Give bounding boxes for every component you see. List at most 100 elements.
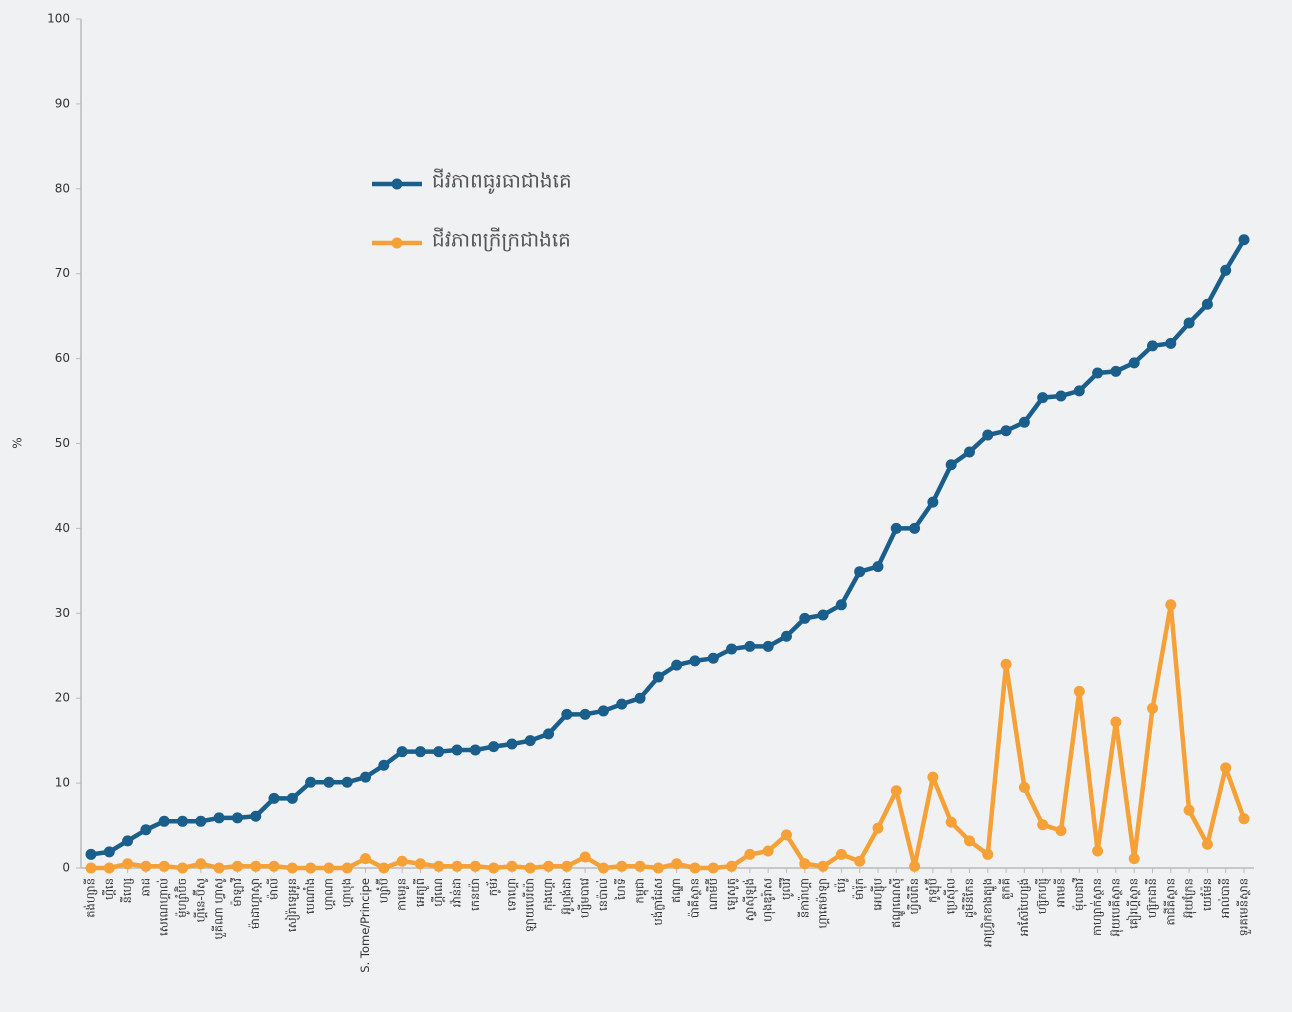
point	[451, 744, 463, 756]
x-tick-label: បួគីណា ហ្វាសូ	[212, 878, 227, 940]
point	[835, 848, 847, 860]
point	[872, 561, 884, 573]
legend-label: ជីវភាពធូរធាជាងគេ	[432, 168, 572, 195]
point	[1146, 340, 1158, 352]
point	[597, 862, 609, 874]
point	[103, 862, 115, 874]
point	[671, 858, 683, 870]
point	[1220, 264, 1232, 276]
point	[780, 829, 792, 841]
x-tick-label: រវ៉ាន់ដា	[450, 878, 464, 907]
x-tick-label: ហ្វីលីពីន	[907, 878, 921, 915]
x-tick-label: ហ្គីនេ	[102, 878, 116, 900]
x-tick-label: កូឡុំប៊ី	[924, 878, 942, 903]
legend-marker	[391, 178, 403, 190]
point	[579, 708, 591, 720]
x-tick-label: ដូមីនីកែន	[962, 878, 977, 918]
point	[451, 860, 463, 872]
point	[231, 812, 243, 824]
point	[817, 860, 829, 872]
point	[213, 812, 225, 824]
x-tick-label: អាល់បានី	[1218, 878, 1232, 918]
x-tick-label: កុងហ្គោ	[541, 878, 556, 911]
x-tick-label: តាជីគីស្ថាន	[1163, 878, 1177, 925]
x-tick-label: អ៊ុយបេគីស្ថាន	[1108, 878, 1123, 936]
point	[341, 862, 353, 874]
x-tick-label: ហ្សីមបាវេ	[578, 878, 592, 918]
point	[195, 858, 207, 870]
x-tick-label: ម៉ូហ្សាំប៊ិច	[174, 878, 190, 918]
point	[1037, 392, 1049, 404]
point	[341, 776, 353, 788]
point	[579, 851, 591, 863]
x-tick-label: ប៉េរូ	[834, 878, 849, 893]
point	[469, 860, 481, 872]
point	[469, 744, 481, 756]
point	[689, 862, 701, 874]
x-tick-label: កម្ពុជា	[633, 878, 650, 904]
point	[799, 612, 811, 624]
point	[1201, 298, 1213, 310]
y-tick-label: 0	[62, 861, 70, 875]
point	[396, 746, 408, 758]
point	[762, 640, 774, 652]
point	[177, 862, 189, 874]
point	[305, 776, 317, 788]
point	[158, 815, 170, 827]
point	[707, 862, 719, 874]
point	[634, 860, 646, 872]
point	[1128, 357, 1140, 369]
x-tick-label: ហ្ស៊កហ្ស៊ី	[1035, 878, 1052, 914]
point	[945, 459, 957, 471]
x-tick-label: នីការ៉ាហ្គា	[797, 878, 811, 918]
x-tick-label: ហ្គីនេ-ប៊ីសូ	[192, 878, 208, 922]
point	[945, 816, 957, 828]
point	[909, 860, 921, 872]
point	[1146, 702, 1158, 714]
point	[1073, 685, 1085, 697]
x-tick-label: តួកគី	[999, 878, 1014, 900]
x-tick-label: គៀរហ្គីស្ថាន	[1126, 878, 1142, 929]
x-tick-label: អេត្យូពី	[413, 878, 430, 907]
point	[762, 845, 774, 857]
point	[433, 860, 445, 872]
point	[1037, 819, 1049, 831]
point	[250, 860, 262, 872]
x-tick-label: កាមេរូន	[395, 878, 410, 911]
x-tick-label: ឥណ្ឌា	[669, 878, 683, 903]
point	[140, 860, 152, 872]
point	[360, 771, 372, 783]
x-tick-label: សៀរ៉ាឡេអូន	[284, 878, 300, 932]
x-tick-label: ម៉ុលដាវី	[1072, 878, 1087, 911]
point	[1018, 781, 1030, 793]
x-tick-label: យេម៉ែន	[1200, 878, 1214, 911]
y-tick-label: 60	[55, 351, 70, 365]
y-tick-label: 40	[55, 521, 70, 535]
point	[780, 630, 792, 642]
point	[231, 860, 243, 872]
point	[378, 862, 390, 874]
point	[616, 698, 628, 710]
x-tick-label: អេហ្ស៊ីប	[870, 878, 887, 911]
point	[597, 705, 609, 717]
point	[927, 496, 939, 508]
point	[158, 860, 170, 872]
point	[1165, 337, 1177, 349]
y-tick-label: 100	[47, 12, 70, 26]
point	[1220, 762, 1232, 774]
point	[652, 862, 664, 874]
point	[305, 862, 317, 874]
point	[524, 735, 536, 747]
x-tick-label: ទោហ្គោ	[504, 878, 518, 911]
point	[726, 643, 738, 655]
point	[835, 599, 847, 611]
x-tick-label: ឆាដ	[138, 878, 152, 896]
point	[1201, 838, 1213, 850]
y-tick-label: 20	[55, 691, 70, 705]
point	[543, 860, 555, 872]
point	[927, 771, 939, 783]
y-tick-label: 70	[55, 266, 70, 280]
x-tick-label: ឡេសូតូ	[724, 878, 739, 910]
y-axis-label: %	[11, 437, 25, 448]
point	[1055, 825, 1067, 837]
